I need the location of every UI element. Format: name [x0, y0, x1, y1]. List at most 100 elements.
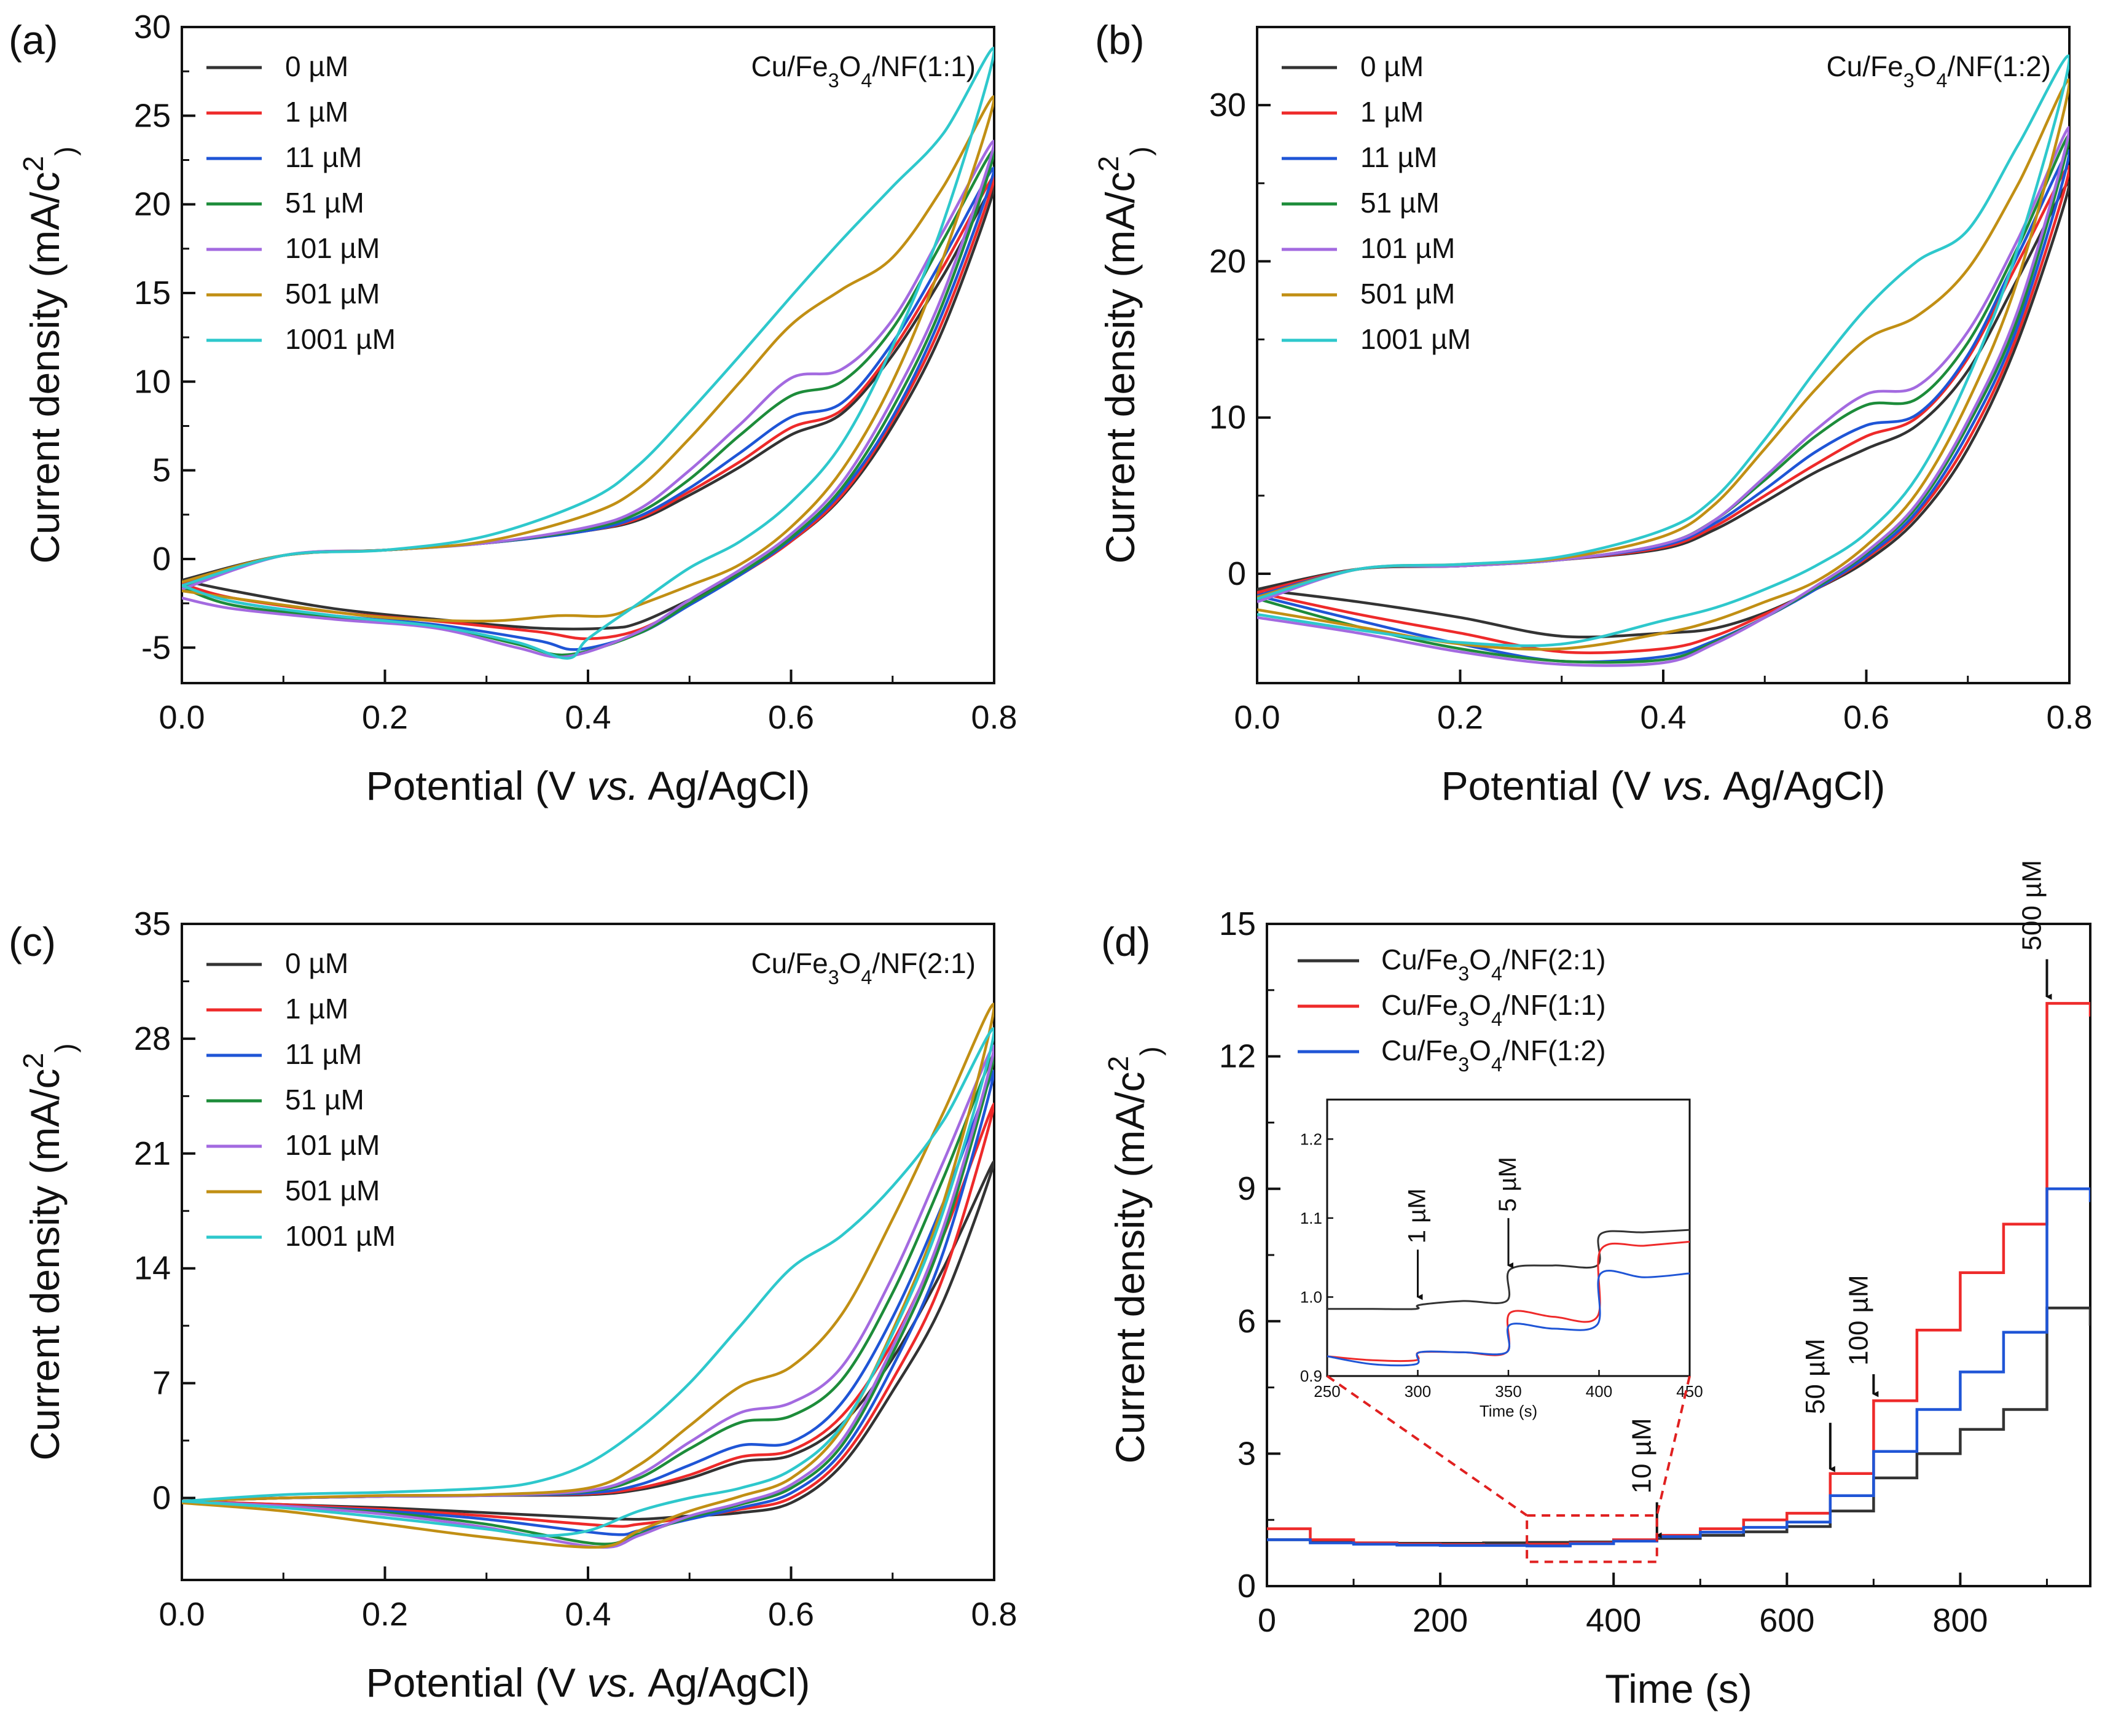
zoom-box [1526, 1514, 1658, 1563]
series-line [1257, 149, 2069, 663]
chart-title: Cu/Fe3O4/NF(1:2) [1826, 50, 2051, 92]
inset-series-group [1327, 1229, 1690, 1367]
series-group [182, 1003, 994, 1549]
y-tick-label: 0 [152, 541, 171, 577]
x-tick-label: 0.6 [768, 1596, 814, 1633]
y-tick-label: 30 [1209, 87, 1246, 123]
zoom-connector [1326, 1375, 1528, 1517]
y-tick-label: 9 [1237, 1170, 1256, 1207]
inset-series-line [1327, 1270, 1690, 1367]
legend-label: 1 µM [1360, 96, 1424, 128]
y-tick-label: 6 [1237, 1303, 1256, 1340]
chart-title: Cu/Fe3O4/NF(1:1) [751, 50, 976, 92]
y-tick-label: 28 [134, 1020, 171, 1057]
legend-label: Cu/Fe3O4/NF(1:2) [1381, 1034, 1606, 1076]
annotation-label: 10 µM [1627, 1418, 1657, 1493]
x-tick-label: 400 [1586, 1602, 1641, 1639]
legend-label: 501 µM [285, 1175, 380, 1206]
y-tick-label: 35 [134, 905, 171, 942]
y-tick-label: 5 [152, 452, 171, 489]
x-tick-label: 800 [1932, 1602, 1988, 1639]
inset-x-tick-label: 250 [1314, 1382, 1340, 1401]
y-tick-label: 0 [152, 1480, 171, 1517]
x-tick-label: 0.4 [1640, 699, 1686, 736]
annotation-label: 50 µM [1800, 1339, 1830, 1414]
inset-x-tick-label: 400 [1586, 1382, 1612, 1401]
inset-x-tick-label: 450 [1676, 1382, 1703, 1401]
series-group [182, 47, 994, 660]
plot-panel-3: 0 200 400 600 800 0 3 6 9 12 15 Time (s) Current den… [1101, 860, 2091, 1711]
legend-label: 101 µM [285, 1129, 380, 1161]
y-tick-label: 7 [152, 1365, 171, 1402]
legend-label: 0 µM [285, 50, 348, 82]
series-line [182, 166, 994, 651]
plot-panel-2: 0.0 0.2 0.4 0.6 0.8 0 7 14 21 28 35 Potential (V vs… [9, 905, 1017, 1705]
inset-y-tick-label: 1.0 [1300, 1288, 1322, 1306]
x-tick-label: 0.4 [565, 1596, 611, 1633]
y-tick-label: 15 [134, 275, 171, 311]
inset-series-line [1327, 1229, 1690, 1310]
y-tick-label: 10 [134, 363, 171, 400]
x-tick-label: 0.8 [971, 1596, 1017, 1633]
plot-panel-1: 0.0 0.2 0.4 0.6 0.8 0 10 20 30 Potential (V vs. A… [1092, 17, 2093, 808]
x-tick-label: 0.0 [1234, 699, 1280, 736]
x-tick-label: 0.0 [159, 1596, 205, 1633]
legend-label: 0 µM [1360, 50, 1424, 82]
legend-label: 101 µM [285, 232, 380, 264]
series-group [1257, 54, 2069, 667]
legend-label: 501 µM [285, 278, 380, 310]
x-tick-label: 0.8 [971, 699, 1017, 736]
legend-label: 11 µM [285, 141, 362, 173]
y-tick-label: 12 [1219, 1038, 1256, 1075]
y-tick-label: -5 [141, 629, 171, 666]
zoom-connector [1655, 1375, 1691, 1516]
series-line [182, 1053, 994, 1546]
legend-label: 101 µM [1360, 232, 1455, 264]
series-line [182, 1003, 994, 1549]
x-tick-label: 0 [1258, 1602, 1276, 1639]
x-tick-label: 0.0 [159, 699, 205, 736]
annotation-label: 500 µM [2017, 860, 2047, 951]
legend-label: 11 µM [285, 1038, 362, 1070]
series-line [182, 139, 994, 659]
y-tick-label: 15 [1219, 905, 1256, 942]
legend-label: 501 µM [1360, 278, 1455, 310]
legend-label: 0 µM [285, 947, 348, 979]
y-axis-label: Current density (mA/c2) [17, 146, 81, 563]
legend-label: 1001 µM [1360, 323, 1471, 355]
series-line [182, 95, 994, 623]
legend-label: 11 µM [1360, 141, 1437, 173]
legend-label: 1 µM [285, 993, 348, 1025]
x-tick-label: 0.6 [1843, 699, 1889, 736]
series-line [182, 1044, 994, 1549]
chart-title: Cu/Fe3O4/NF(2:1) [751, 947, 976, 988]
series-line [1257, 78, 2069, 651]
x-tick-label: 0.8 [2046, 699, 2092, 736]
y-tick-label: 3 [1237, 1435, 1256, 1472]
panel-label: (c) [9, 919, 56, 964]
y-tick-label: 14 [134, 1250, 171, 1287]
legend-label: Cu/Fe3O4/NF(2:1) [1381, 944, 1606, 985]
inset-x-tick-label: 350 [1495, 1382, 1521, 1401]
inset-y-tick-label: 0.9 [1300, 1367, 1322, 1385]
x-tick-label: 0.2 [362, 1596, 408, 1633]
panel-label: (b) [1095, 17, 1145, 63]
y-tick-label: 25 [134, 97, 171, 134]
panel-label: (a) [9, 17, 58, 63]
y-tick-label: 20 [134, 186, 171, 223]
x-tick-label: 0.4 [565, 699, 611, 736]
x-tick-label: 0.2 [362, 699, 408, 736]
y-tick-label: 21 [134, 1135, 171, 1172]
inset-x-axis-label: Time (s) [1480, 1402, 1537, 1420]
x-axis-label: Potential (V vs. Ag/AgCl) [1441, 763, 1886, 808]
y-axis-label: Current density (mA/c2) [1092, 146, 1156, 563]
inset-series-line [1327, 1240, 1690, 1363]
x-axis-label: Time (s) [1605, 1666, 1752, 1711]
legend-label: 1001 µM [285, 1220, 396, 1252]
x-tick-label: 0.2 [1437, 699, 1483, 736]
y-tick-label: 30 [134, 9, 171, 45]
inset-plot: 250 300 350 400 450 0.9 1.0 1.1 1.2 Time (s) 1 µM 5… [1300, 1098, 1703, 1420]
series-line [1257, 126, 2069, 667]
series-line [182, 47, 994, 660]
